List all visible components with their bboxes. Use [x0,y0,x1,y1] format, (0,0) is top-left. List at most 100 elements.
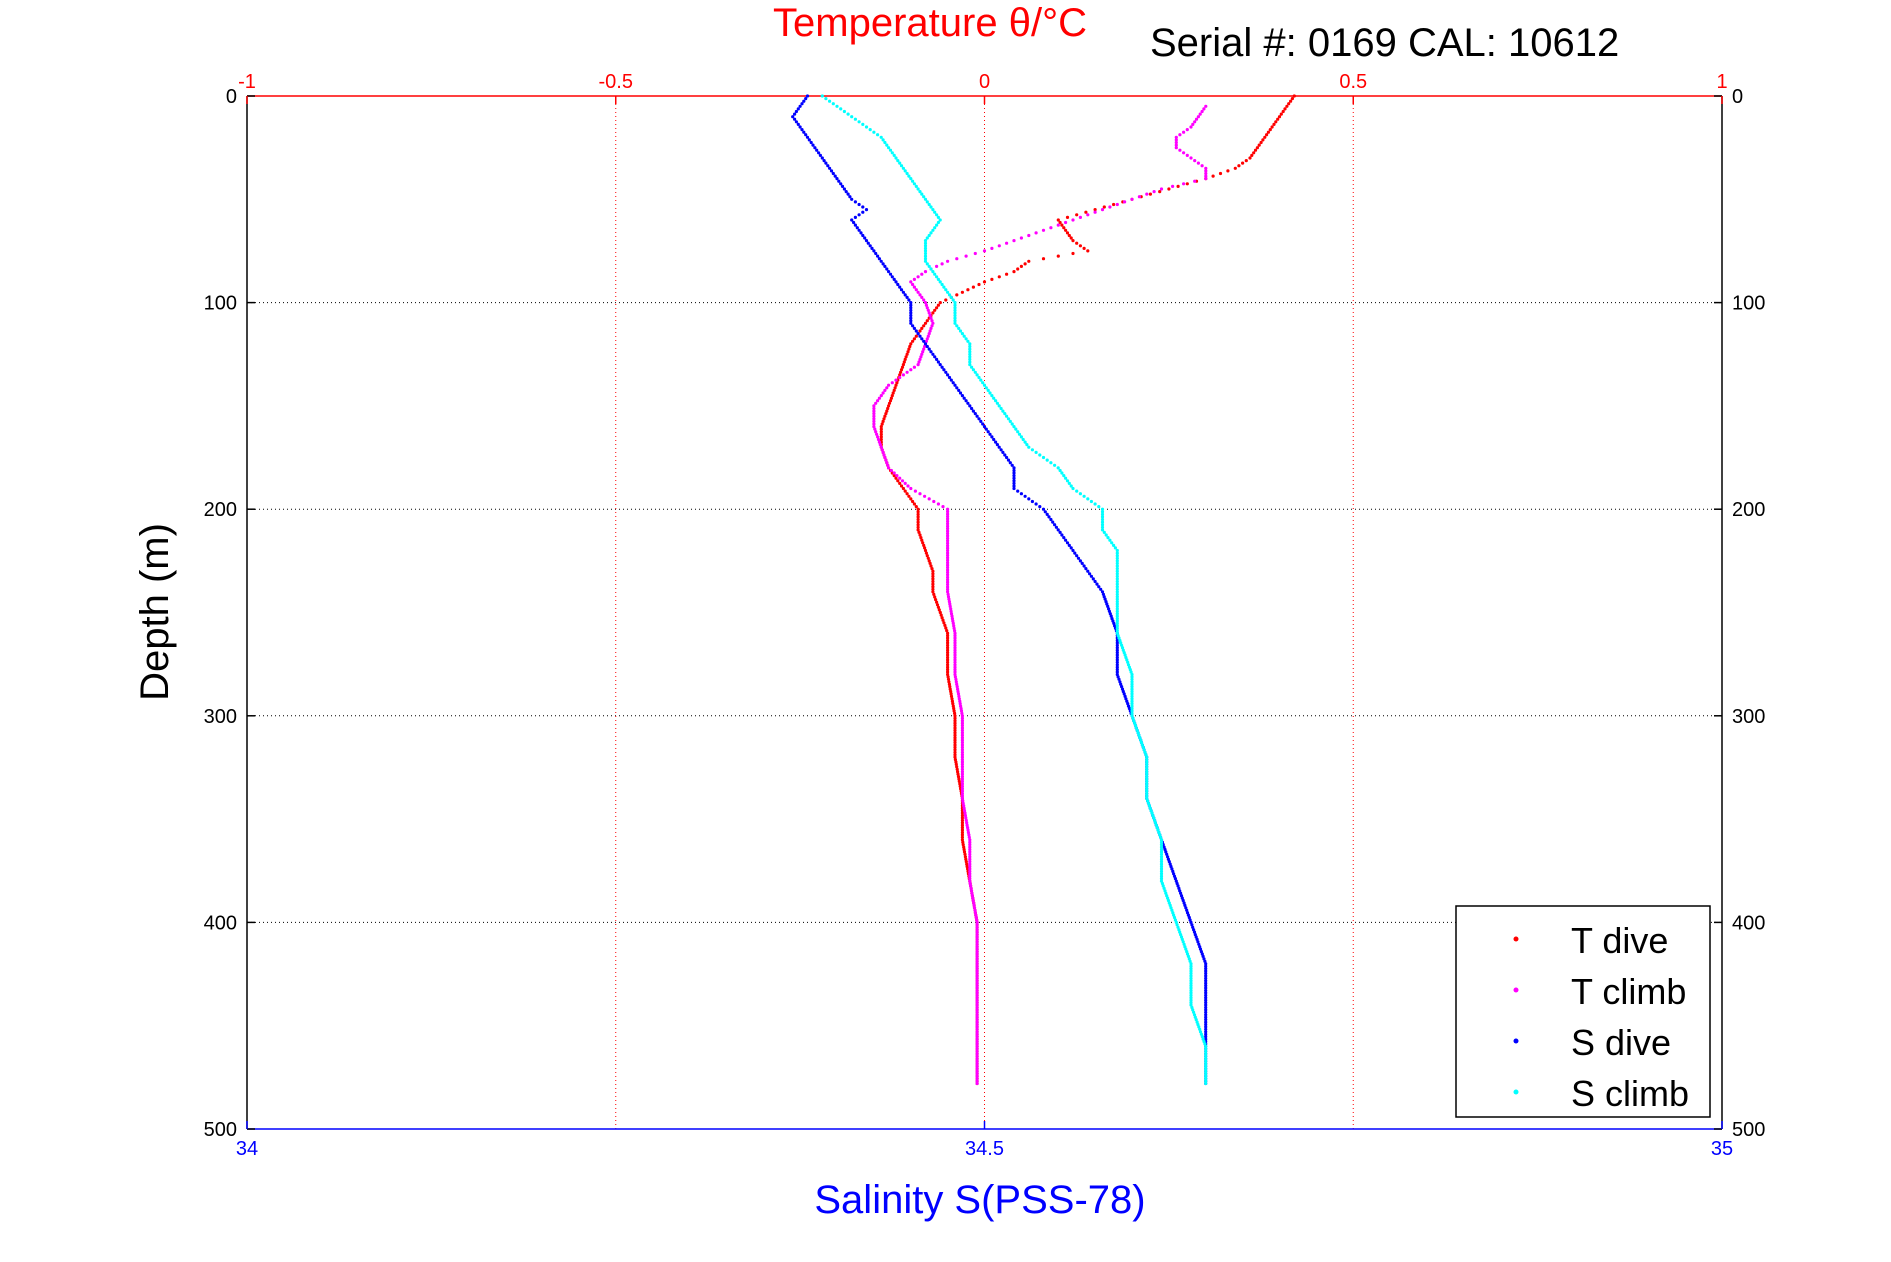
data-point [1056,223,1060,227]
data-point [984,427,988,431]
data-point [975,1062,979,1066]
data-point [1204,1005,1208,1010]
data-point [1130,714,1134,718]
data-point [958,702,962,706]
data-point [872,404,876,408]
data-point [975,945,979,949]
data-point [872,419,876,423]
data-point [946,519,950,524]
data-point [1130,697,1134,701]
data-point [946,651,950,655]
data-point [1165,852,1169,856]
data-point [973,251,977,256]
data-point [956,687,960,691]
data-point [842,109,847,114]
data-point [1237,164,1241,168]
data-point [960,394,965,398]
data-point [1192,1010,1196,1014]
data-point [1069,484,1073,488]
data-point [899,484,904,488]
data-point [907,347,911,351]
data-point [968,843,972,847]
data-point [946,524,950,528]
data-point [1145,782,1149,786]
data-point [879,394,883,398]
data-point [879,435,883,439]
data-point [1161,884,1165,888]
data-point [919,536,923,540]
data-point [960,816,965,820]
data-point [1115,646,1119,650]
data-point [1093,579,1097,584]
data-point [946,529,950,533]
data-point [1095,582,1099,586]
data-point [940,262,944,266]
data-point [1204,1077,1208,1081]
data-point [1193,159,1197,163]
data-point [968,857,972,861]
data-point [946,675,950,679]
data-point [1159,845,1164,849]
data-point [946,668,950,672]
data-point [960,726,965,730]
axis-ticks [246,95,1723,1130]
data-point [1115,660,1119,664]
data-point [1034,231,1038,235]
data-point [891,391,895,395]
data-point [1120,685,1124,689]
data-point [1001,450,1005,454]
legend-label: T climb [1571,971,1686,1012]
data-point [1145,192,1149,196]
data-point [926,556,930,560]
data-point [971,409,976,413]
data-point [900,479,905,483]
data-point [925,554,929,558]
data-point [1189,986,1193,990]
data-point [1115,554,1119,558]
data-point [907,494,911,498]
legend-marker [1513,936,1519,942]
data-point [846,192,850,196]
data-point [962,809,967,813]
data-point [968,869,972,874]
data-point [1138,736,1142,740]
data-point [960,782,965,786]
data-point [923,494,927,498]
data-point [960,332,965,336]
data-point [796,107,800,111]
data-point [975,918,979,922]
data-point [1153,821,1157,825]
data-point [1181,898,1185,903]
data-point [932,592,936,597]
data-point [1071,486,1075,491]
data-point [870,246,874,250]
data-point [953,655,957,660]
data-point [1130,706,1134,711]
data-point [1274,120,1278,124]
data-point [1130,689,1134,694]
data-point [1204,177,1208,181]
data-point [1153,818,1157,822]
legend-marker [1513,1089,1519,1095]
data-point [972,906,977,910]
data-point [887,270,891,274]
data-point [968,847,972,852]
data-point [975,1079,979,1083]
data-point [1100,523,1105,527]
data-point [835,104,839,108]
data-point [887,401,892,405]
data-point [953,319,957,323]
data-point [1082,564,1086,568]
data-point [946,553,950,558]
depth-axis-title: Depth (m) [133,523,177,701]
data-point [1204,171,1208,176]
data-point [911,324,915,328]
data-point [1113,624,1117,628]
data-point [1204,1081,1208,1086]
data-point [948,687,952,691]
data-point [850,115,854,119]
data-point [1167,860,1171,864]
data-point [1197,1025,1201,1029]
data-point [964,254,968,258]
data-point [1084,567,1088,571]
